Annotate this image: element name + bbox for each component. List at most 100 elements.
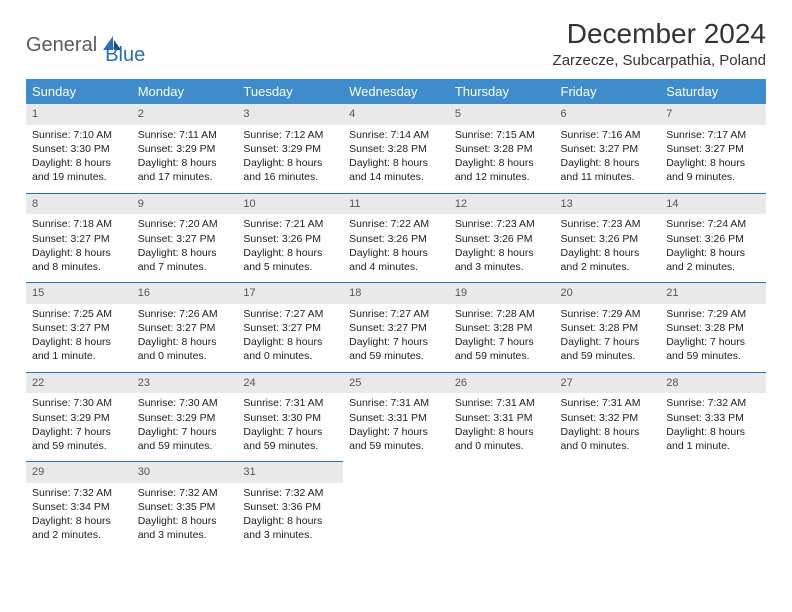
day-daylight1: Daylight: 8 hours (561, 156, 655, 170)
day-sunrise: Sunrise: 7:10 AM (32, 128, 126, 142)
day-number: 7 (660, 104, 766, 125)
day-info: Sunrise: 7:16 AMSunset: 3:27 PMDaylight:… (555, 125, 661, 193)
day-sunrise: Sunrise: 7:25 AM (32, 307, 126, 321)
calendar-week-row: 8Sunrise: 7:18 AMSunset: 3:27 PMDaylight… (26, 193, 766, 283)
day-info: Sunrise: 7:22 AMSunset: 3:26 PMDaylight:… (343, 214, 449, 282)
day-number: 17 (237, 283, 343, 304)
day-sunset: Sunset: 3:26 PM (243, 232, 337, 246)
calendar-day-cell: 18Sunrise: 7:27 AMSunset: 3:27 PMDayligh… (343, 283, 449, 373)
day-number: 8 (26, 194, 132, 215)
calendar-table: Sunday Monday Tuesday Wednesday Thursday… (26, 79, 766, 551)
day-sunrise: Sunrise: 7:31 AM (561, 396, 655, 410)
day-number: 24 (237, 373, 343, 394)
day-daylight2: and 0 minutes. (243, 349, 337, 363)
day-sunset: Sunset: 3:28 PM (666, 321, 760, 335)
day-info: Sunrise: 7:32 AMSunset: 3:33 PMDaylight:… (660, 393, 766, 461)
day-number: 12 (449, 194, 555, 215)
calendar-week-row: 1Sunrise: 7:10 AMSunset: 3:30 PMDaylight… (26, 104, 766, 193)
day-daylight2: and 4 minutes. (349, 260, 443, 274)
day-info: Sunrise: 7:29 AMSunset: 3:28 PMDaylight:… (555, 304, 661, 372)
day-info: Sunrise: 7:32 AMSunset: 3:34 PMDaylight:… (26, 483, 132, 551)
calendar-day-cell: 27Sunrise: 7:31 AMSunset: 3:32 PMDayligh… (555, 372, 661, 462)
day-info: Sunrise: 7:31 AMSunset: 3:31 PMDaylight:… (449, 393, 555, 461)
weekday-saturday: Saturday (660, 79, 766, 104)
day-sunset: Sunset: 3:30 PM (32, 142, 126, 156)
day-daylight1: Daylight: 7 hours (243, 425, 337, 439)
day-daylight1: Daylight: 8 hours (138, 335, 232, 349)
day-daylight2: and 59 minutes. (666, 349, 760, 363)
weekday-header-row: Sunday Monday Tuesday Wednesday Thursday… (26, 79, 766, 104)
calendar-day-cell: .. (343, 462, 449, 551)
day-info: Sunrise: 7:27 AMSunset: 3:27 PMDaylight:… (237, 304, 343, 372)
title-block: December 2024 Zarzecze, Subcarpathia, Po… (553, 18, 766, 69)
calendar-day-cell: 30Sunrise: 7:32 AMSunset: 3:35 PMDayligh… (132, 462, 238, 551)
day-info: Sunrise: 7:25 AMSunset: 3:27 PMDaylight:… (26, 304, 132, 372)
day-number: 13 (555, 194, 661, 215)
day-sunset: Sunset: 3:26 PM (561, 232, 655, 246)
day-daylight1: Daylight: 8 hours (32, 246, 126, 260)
day-daylight1: Daylight: 7 hours (349, 425, 443, 439)
calendar-day-cell: 31Sunrise: 7:32 AMSunset: 3:36 PMDayligh… (237, 462, 343, 551)
weekday-friday: Friday (555, 79, 661, 104)
day-daylight2: and 14 minutes. (349, 170, 443, 184)
day-number: 18 (343, 283, 449, 304)
day-info: Sunrise: 7:23 AMSunset: 3:26 PMDaylight:… (555, 214, 661, 282)
day-info: Sunrise: 7:31 AMSunset: 3:32 PMDaylight:… (555, 393, 661, 461)
day-number: 29 (26, 462, 132, 483)
logo-text-general: General (26, 34, 97, 57)
day-daylight2: and 9 minutes. (666, 170, 760, 184)
calendar-day-cell: .. (555, 462, 661, 551)
calendar-week-row: 29Sunrise: 7:32 AMSunset: 3:34 PMDayligh… (26, 462, 766, 551)
day-sunrise: Sunrise: 7:32 AM (666, 396, 760, 410)
day-sunset: Sunset: 3:28 PM (349, 142, 443, 156)
day-daylight2: and 3 minutes. (138, 528, 232, 542)
day-number: 27 (555, 373, 661, 394)
day-sunset: Sunset: 3:34 PM (32, 500, 126, 514)
day-daylight1: Daylight: 8 hours (349, 246, 443, 260)
day-info: Sunrise: 7:27 AMSunset: 3:27 PMDaylight:… (343, 304, 449, 372)
calendar-day-cell: 22Sunrise: 7:30 AMSunset: 3:29 PMDayligh… (26, 372, 132, 462)
weekday-wednesday: Wednesday (343, 79, 449, 104)
calendar-day-cell: 1Sunrise: 7:10 AMSunset: 3:30 PMDaylight… (26, 104, 132, 193)
location-text: Zarzecze, Subcarpathia, Poland (553, 52, 766, 69)
calendar-day-cell: .. (449, 462, 555, 551)
day-sunset: Sunset: 3:27 PM (561, 142, 655, 156)
day-sunset: Sunset: 3:27 PM (349, 321, 443, 335)
day-daylight2: and 2 minutes. (666, 260, 760, 274)
day-sunrise: Sunrise: 7:32 AM (243, 486, 337, 500)
day-sunset: Sunset: 3:27 PM (666, 142, 760, 156)
day-sunrise: Sunrise: 7:32 AM (32, 486, 126, 500)
day-number: 4 (343, 104, 449, 125)
day-info: Sunrise: 7:15 AMSunset: 3:28 PMDaylight:… (449, 125, 555, 193)
calendar-week-row: 15Sunrise: 7:25 AMSunset: 3:27 PMDayligh… (26, 283, 766, 373)
calendar-body: 1Sunrise: 7:10 AMSunset: 3:30 PMDaylight… (26, 104, 766, 551)
day-info: Sunrise: 7:14 AMSunset: 3:28 PMDaylight:… (343, 125, 449, 193)
day-daylight1: Daylight: 8 hours (32, 156, 126, 170)
day-daylight2: and 0 minutes. (138, 349, 232, 363)
day-daylight2: and 11 minutes. (561, 170, 655, 184)
calendar-day-cell: 5Sunrise: 7:15 AMSunset: 3:28 PMDaylight… (449, 104, 555, 193)
day-number: 23 (132, 373, 238, 394)
day-sunset: Sunset: 3:27 PM (32, 321, 126, 335)
day-daylight2: and 59 minutes. (455, 349, 549, 363)
calendar-day-cell: 12Sunrise: 7:23 AMSunset: 3:26 PMDayligh… (449, 193, 555, 283)
weekday-thursday: Thursday (449, 79, 555, 104)
day-sunrise: Sunrise: 7:23 AM (561, 217, 655, 231)
day-info: Sunrise: 7:30 AMSunset: 3:29 PMDaylight:… (132, 393, 238, 461)
day-sunrise: Sunrise: 7:22 AM (349, 217, 443, 231)
day-number: 31 (237, 462, 343, 483)
day-daylight1: Daylight: 7 hours (32, 425, 126, 439)
calendar-day-cell: 11Sunrise: 7:22 AMSunset: 3:26 PMDayligh… (343, 193, 449, 283)
day-daylight1: Daylight: 8 hours (243, 514, 337, 528)
day-daylight1: Daylight: 7 hours (455, 335, 549, 349)
day-daylight1: Daylight: 7 hours (666, 335, 760, 349)
calendar-day-cell: 20Sunrise: 7:29 AMSunset: 3:28 PMDayligh… (555, 283, 661, 373)
day-daylight2: and 0 minutes. (561, 439, 655, 453)
calendar-day-cell: 19Sunrise: 7:28 AMSunset: 3:28 PMDayligh… (449, 283, 555, 373)
logo: General Blue (26, 24, 145, 67)
day-info: Sunrise: 7:23 AMSunset: 3:26 PMDaylight:… (449, 214, 555, 282)
calendar-day-cell: 8Sunrise: 7:18 AMSunset: 3:27 PMDaylight… (26, 193, 132, 283)
day-sunrise: Sunrise: 7:31 AM (349, 396, 443, 410)
day-daylight1: Daylight: 8 hours (243, 246, 337, 260)
day-number: 11 (343, 194, 449, 215)
